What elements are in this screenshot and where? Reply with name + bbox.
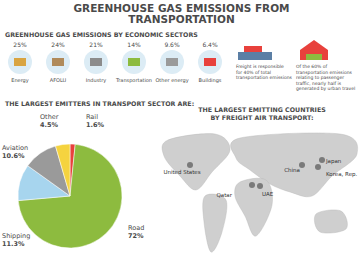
sector-label: Transportation <box>115 77 152 84</box>
country-label: Korea, Rep. <box>326 171 358 178</box>
text-line: Freight is responsible <box>236 64 284 69</box>
sector-icon-shape <box>128 58 140 66</box>
sector-icon-shape <box>90 58 102 66</box>
slice-label: Road <box>128 224 144 232</box>
sector: 9.6% Other energy <box>155 41 188 84</box>
sector-icon-shape <box>14 58 26 66</box>
sector-value: 9.6% <box>164 41 180 48</box>
section-title: GREENHOUSE GAS EMISSIONS BY ECONOMIC SEC… <box>5 31 198 38</box>
sector-icon-shape <box>166 58 178 66</box>
country-label: Japan <box>325 158 342 165</box>
sector-value: 24% <box>51 41 65 48</box>
text-line: generated by urban travel <box>296 86 355 91</box>
slice-value: 72% <box>128 232 144 240</box>
slice-value: 10.6% <box>2 152 25 160</box>
country-label: China <box>284 167 300 173</box>
country-marker <box>257 183 263 189</box>
sector-value: 6.4% <box>202 41 218 48</box>
continent <box>235 178 273 236</box>
sector-value: 14% <box>127 41 141 48</box>
text-line: THE LARGEST EMITTING COUNTRIES <box>198 106 326 113</box>
sector: 6.4% Buildings <box>198 41 222 84</box>
sector: 25% Energy <box>8 41 32 84</box>
country-marker <box>299 162 305 168</box>
country-marker <box>187 162 193 168</box>
ship-icon <box>244 46 262 52</box>
title: TRANSPORTATION <box>128 13 234 25</box>
house-icon <box>300 40 328 60</box>
note: Freight is responsiblefor 40% of totaltr… <box>236 64 293 80</box>
pie-slice <box>55 144 70 196</box>
country-label: UAE <box>262 191 274 197</box>
sector-label: Energy <box>11 77 29 84</box>
continent <box>162 134 230 190</box>
country-marker <box>315 164 321 170</box>
slice-label: Aviation <box>2 144 28 152</box>
text-line: transportation emissions <box>296 70 353 75</box>
note: Of the 60% oftransportation emissionsrel… <box>296 64 355 91</box>
sector: 14% Transportation <box>115 41 152 84</box>
country-marker <box>249 182 255 188</box>
text-line: relating to passenger <box>296 75 344 80</box>
country-label: Qatar <box>217 192 233 198</box>
sector-value: 25% <box>13 41 27 48</box>
slice-value: 4.5% <box>40 121 59 129</box>
infographic: GREENHOUSE GAS EMISSIONS FROMTRANSPORTAT… <box>0 0 363 280</box>
slice-label: Other <box>40 113 59 121</box>
text-line: transportation emissions <box>236 75 293 80</box>
continent <box>203 194 227 252</box>
pie-slice <box>18 144 122 248</box>
sector-icon-shape <box>204 58 216 66</box>
sector-icon <box>160 50 184 74</box>
sector-icon-shape <box>52 58 64 66</box>
sector-icon <box>122 50 146 74</box>
sector-icon <box>46 50 70 74</box>
sector: 21% Industry <box>84 41 108 84</box>
slice-label: Shipping <box>2 232 30 240</box>
chart-title: THE LARGEST EMITTERS IN TRANSPORT SECTOR… <box>5 100 194 107</box>
text-line: traffic, nearly half is <box>296 81 342 86</box>
sector: 24% AFOLU <box>46 41 70 83</box>
slice-value: 11.3% <box>2 240 25 248</box>
slice-value: 1.6% <box>86 121 105 129</box>
sector-label: Other energy <box>155 77 188 84</box>
slice-label: Rail <box>86 113 98 121</box>
sector-icon <box>84 50 108 74</box>
sector-icon <box>198 50 222 74</box>
sector-label: AFOLU <box>50 77 67 83</box>
country-label: United States <box>163 169 200 175</box>
ship-icon <box>238 52 272 60</box>
pie <box>18 144 122 248</box>
continent <box>314 210 347 233</box>
text-line: BY FREIGHT AIR TRANSPORT: <box>210 114 313 121</box>
text-line: Of the 60% of <box>296 64 328 69</box>
sector-label: Buildings <box>199 77 222 84</box>
text-line: for 40% of total <box>236 70 271 75</box>
sector-value: 21% <box>89 41 103 48</box>
country-marker <box>319 157 325 163</box>
sector-icon <box>8 50 32 74</box>
map-title: THE LARGEST EMITTING COUNTRIESBY FREIGHT… <box>198 106 326 121</box>
sector-label: Industry <box>86 77 107 84</box>
car-icon <box>306 54 322 60</box>
